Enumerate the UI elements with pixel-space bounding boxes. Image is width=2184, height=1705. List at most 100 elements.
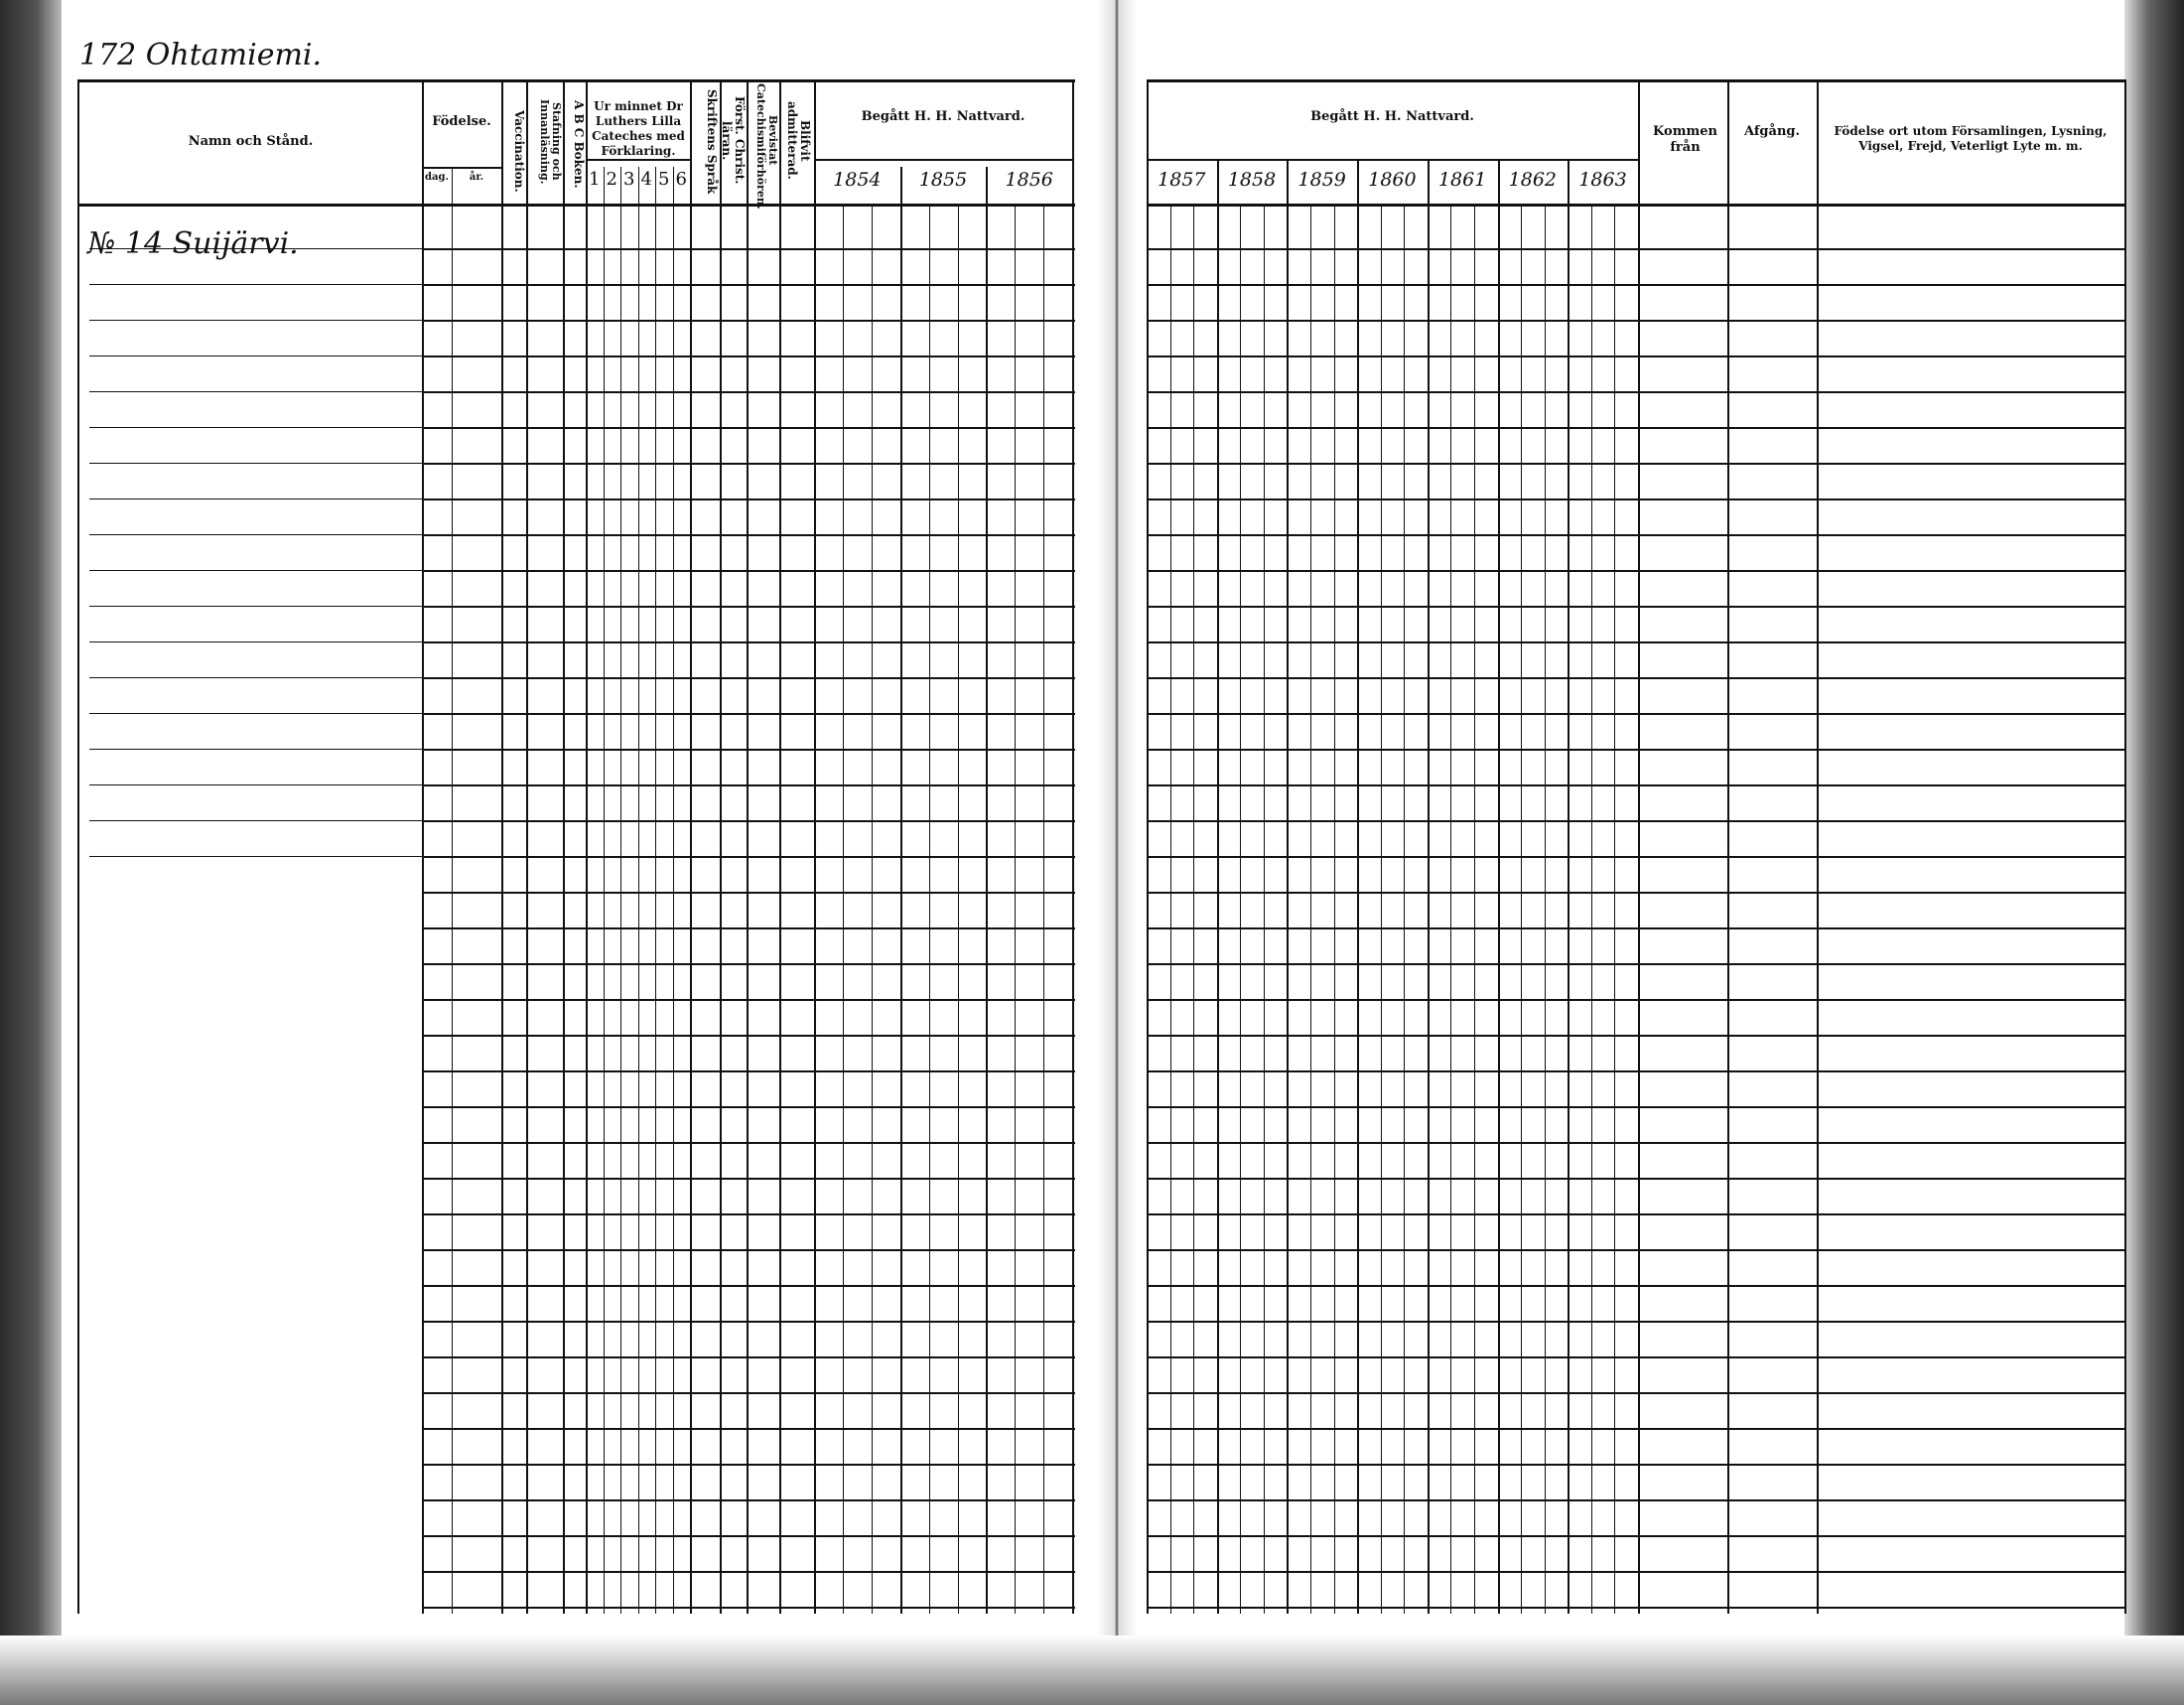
row-rule bbox=[422, 1213, 1075, 1215]
row-rule bbox=[1147, 248, 2124, 250]
rule-line bbox=[814, 79, 816, 1614]
row-rule bbox=[422, 1571, 1075, 1573]
rule-line bbox=[1357, 159, 1360, 1614]
row-rule bbox=[1147, 1035, 2124, 1037]
col-birth-day: dag. bbox=[425, 172, 449, 183]
row-rule bbox=[89, 248, 422, 249]
rule-line bbox=[501, 79, 503, 1614]
row-rule bbox=[1147, 320, 2124, 322]
row-rule bbox=[89, 749, 422, 750]
row-rule bbox=[422, 534, 1075, 536]
rule-line bbox=[1568, 159, 1570, 1614]
row-rule bbox=[1147, 677, 2124, 679]
row-rule bbox=[422, 1356, 1075, 1358]
row-rule bbox=[422, 1142, 1075, 1144]
row-rule bbox=[1147, 1392, 2124, 1394]
row-rule bbox=[89, 320, 422, 321]
catechism-part-number: 6 bbox=[675, 169, 687, 190]
row-rule bbox=[422, 1249, 1075, 1251]
row-rule bbox=[1147, 391, 2124, 393]
row-rule bbox=[422, 391, 1075, 393]
scan-edge-right bbox=[2124, 0, 2184, 1705]
row-rule bbox=[89, 463, 422, 464]
row-rule bbox=[422, 1321, 1075, 1323]
rule-line bbox=[1240, 204, 1242, 1614]
row-rule bbox=[422, 463, 1075, 465]
rule-line bbox=[1590, 204, 1592, 1614]
communion-year: 1855 bbox=[918, 169, 968, 191]
rule-line bbox=[1727, 79, 1729, 1614]
row-rule bbox=[1147, 749, 2124, 751]
rule-line bbox=[422, 79, 424, 1614]
header-bottom-rule bbox=[1147, 204, 2124, 207]
row-rule bbox=[422, 1035, 1075, 1037]
rule-line bbox=[899, 167, 902, 1614]
household-entry: № 14 Suijärvi. bbox=[87, 226, 299, 261]
row-rule bbox=[1147, 820, 2124, 822]
row-rule bbox=[1147, 1213, 2124, 1215]
col-remarks: Födelse ort utom Församlingen, Lysning, … bbox=[1834, 124, 2108, 153]
row-rule bbox=[422, 784, 1075, 786]
row-rule bbox=[89, 820, 422, 821]
row-rule bbox=[422, 749, 1075, 751]
scan-edge-bottom bbox=[0, 1635, 2184, 1705]
row-rule bbox=[422, 320, 1075, 322]
row-rule bbox=[89, 498, 422, 499]
row-rule bbox=[422, 1285, 1075, 1287]
row-rule bbox=[422, 570, 1075, 572]
row-rule bbox=[1147, 1428, 2124, 1430]
row-rule bbox=[1147, 427, 2124, 429]
communion-year: 1854 bbox=[833, 169, 882, 191]
col-communion-left: Begått H. H. Nattvard. bbox=[861, 109, 1025, 124]
rule-line bbox=[1287, 159, 1290, 1614]
col-spelling: Stafning och Innanläsning. bbox=[537, 98, 563, 185]
rule-line bbox=[620, 167, 621, 1614]
row-rule bbox=[89, 355, 422, 356]
rule-line bbox=[655, 167, 656, 1614]
row-rule bbox=[1147, 1142, 2124, 1144]
communion-year: 1863 bbox=[1578, 169, 1627, 191]
rule-line bbox=[77, 79, 79, 1614]
rule-line bbox=[1072, 79, 1074, 1614]
communion-year: 1857 bbox=[1158, 169, 1206, 191]
catechism-part-number: 1 bbox=[589, 169, 601, 190]
row-rule bbox=[422, 820, 1075, 822]
rule-line bbox=[842, 204, 844, 1614]
rule-line bbox=[1380, 204, 1382, 1614]
catechism-part-number: 3 bbox=[623, 169, 635, 190]
col-came-from: Kommen från bbox=[1653, 124, 1717, 156]
row-rule bbox=[89, 391, 422, 392]
row-rule bbox=[422, 1178, 1075, 1180]
row-rule bbox=[89, 784, 422, 785]
row-rule bbox=[89, 856, 422, 857]
col-catechism-hearing: Bevistat Catechismiförhören. bbox=[753, 83, 779, 210]
rule-line bbox=[586, 79, 588, 1614]
rule-line bbox=[1521, 204, 1523, 1614]
rule-line bbox=[637, 167, 639, 1614]
row-rule bbox=[1147, 1285, 2124, 1287]
header-top-rule bbox=[77, 79, 1075, 82]
rule-line bbox=[690, 79, 692, 1614]
communion-year: 1862 bbox=[1508, 169, 1558, 191]
row-rule bbox=[89, 677, 422, 678]
row-rule bbox=[422, 284, 1075, 286]
catechism-part-number: 2 bbox=[606, 169, 617, 190]
rule-line bbox=[603, 167, 605, 1614]
communion-year: 1861 bbox=[1437, 169, 1487, 191]
row-rule bbox=[89, 534, 422, 535]
rule-line bbox=[1427, 159, 1430, 1614]
row-rule bbox=[1147, 1571, 2124, 1573]
rule-line bbox=[422, 167, 501, 169]
rule-line bbox=[586, 159, 690, 161]
rule-line bbox=[1147, 159, 1638, 161]
row-rule bbox=[1147, 1356, 2124, 1358]
row-rule bbox=[422, 1428, 1075, 1430]
col-communion-right: Begått H. H. Nattvard. bbox=[1310, 109, 1474, 124]
row-rule bbox=[422, 1535, 1075, 1537]
row-rule bbox=[1147, 1070, 2124, 1072]
row-rule bbox=[89, 713, 422, 714]
rule-line bbox=[814, 159, 1072, 161]
rule-line bbox=[928, 204, 930, 1614]
rule-line bbox=[957, 204, 959, 1614]
row-rule bbox=[422, 1070, 1075, 1072]
